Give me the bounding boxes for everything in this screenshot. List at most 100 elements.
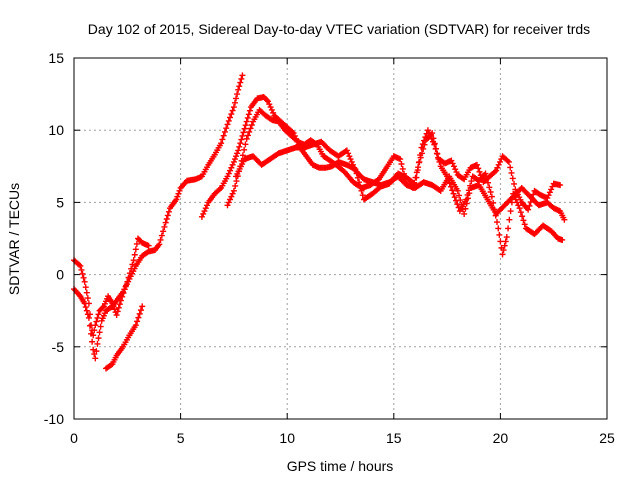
data-point — [175, 190, 182, 197]
data-point — [198, 213, 205, 220]
data-point — [493, 219, 500, 226]
data-point — [449, 160, 456, 167]
data-point — [346, 153, 353, 160]
data-point — [163, 216, 170, 223]
data-point — [456, 192, 463, 199]
data-point — [117, 297, 124, 304]
data-point — [397, 156, 404, 163]
data-point — [399, 165, 406, 172]
data-point — [176, 187, 183, 194]
data-point — [545, 192, 552, 199]
data-point — [454, 187, 461, 194]
data-point — [238, 136, 245, 143]
data-point — [345, 150, 352, 157]
data-point — [241, 146, 248, 153]
data-point — [83, 307, 90, 314]
data-point — [263, 97, 270, 104]
data-point — [165, 208, 172, 215]
data-point — [224, 121, 231, 128]
data-point — [90, 332, 97, 339]
data-point — [115, 304, 122, 311]
data-point — [464, 195, 471, 202]
data-point — [227, 196, 234, 203]
data-point — [506, 216, 513, 223]
data-point — [461, 210, 468, 217]
data-point — [86, 322, 93, 329]
x-axis-label: GPS time / hours — [287, 458, 394, 474]
data-point — [347, 156, 354, 163]
data-point — [109, 300, 116, 307]
data-point — [113, 312, 120, 319]
data-point — [225, 170, 232, 177]
data-point — [97, 323, 104, 330]
y-tick-label: 10 — [48, 122, 64, 138]
series-layer — [71, 72, 568, 372]
data-point — [482, 170, 489, 177]
data-point — [129, 261, 136, 268]
data-point — [348, 158, 355, 165]
data-point — [225, 117, 232, 124]
data-point — [493, 167, 500, 174]
data-point — [82, 304, 89, 311]
data-point — [494, 164, 501, 171]
data-point — [233, 153, 240, 160]
data-point — [246, 107, 253, 114]
data-point — [507, 164, 514, 171]
data-point — [239, 152, 246, 159]
data-point — [244, 114, 251, 121]
data-point — [228, 164, 235, 171]
data-point — [85, 300, 92, 307]
data-point — [521, 221, 528, 228]
data-point — [173, 196, 180, 203]
data-point — [516, 205, 523, 212]
data-point — [76, 261, 83, 268]
data-point — [398, 160, 405, 167]
x-tick-label: 20 — [493, 430, 509, 446]
data-point — [111, 306, 118, 313]
data-point — [413, 169, 420, 176]
data-point — [243, 118, 250, 125]
data-point — [219, 136, 226, 143]
data-point — [108, 361, 115, 368]
data-point — [135, 314, 142, 321]
data-point — [131, 251, 138, 258]
data-point — [233, 95, 240, 102]
data-point — [502, 238, 509, 245]
data-point — [229, 161, 236, 168]
data-point — [401, 170, 408, 177]
data-point — [145, 242, 152, 249]
data-point — [236, 143, 243, 150]
plot-frame — [73, 57, 608, 420]
data-point — [430, 135, 437, 142]
data-point — [239, 72, 246, 79]
data-point — [468, 178, 475, 185]
data-point — [507, 208, 514, 215]
data-point — [412, 174, 419, 181]
data-point — [486, 184, 493, 191]
data-point — [266, 101, 273, 108]
data-point — [237, 79, 244, 86]
data-point — [463, 200, 470, 207]
data-point — [81, 278, 88, 285]
data-point — [86, 311, 93, 318]
series-6 — [233, 138, 568, 223]
data-point — [417, 154, 424, 161]
data-point — [473, 161, 480, 168]
x-tick-label: 10 — [279, 430, 295, 446]
data-point — [123, 282, 130, 289]
data-point — [77, 262, 84, 269]
data-point — [267, 104, 274, 111]
data-point — [449, 187, 456, 194]
data-point — [415, 164, 422, 171]
data-point — [450, 190, 457, 197]
data-point — [243, 135, 250, 142]
data-point — [241, 125, 248, 132]
data-point — [231, 156, 238, 163]
data-point — [99, 304, 106, 311]
y-tick-label: -10 — [44, 411, 64, 427]
data-point — [496, 231, 503, 238]
x-tick-label: 0 — [70, 430, 78, 446]
y-axis-label: SDTVAR / TECUs — [6, 183, 22, 295]
data-point — [497, 238, 504, 245]
